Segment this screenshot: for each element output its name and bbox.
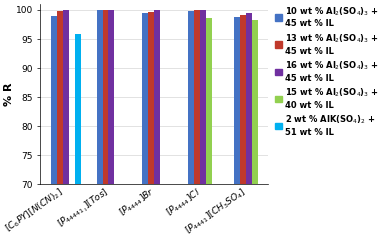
Bar bbox=[51, 16, 57, 241]
Bar bbox=[194, 10, 200, 241]
Legend: 10 wt % Al$_2$(SO$_4$)$_3$ +
45 wt % IL, 13 wt % Al$_2$(SO$_4$)$_3$ +
45 wt % IL: 10 wt % Al$_2$(SO$_4$)$_3$ + 45 wt % IL,… bbox=[275, 5, 380, 138]
Bar bbox=[200, 10, 206, 241]
Bar bbox=[188, 11, 194, 241]
Bar bbox=[240, 15, 246, 241]
Bar bbox=[109, 10, 114, 241]
Bar bbox=[148, 12, 154, 241]
Bar bbox=[154, 10, 160, 241]
Bar bbox=[246, 13, 252, 241]
Bar bbox=[252, 20, 258, 241]
Bar bbox=[234, 17, 240, 241]
Bar bbox=[57, 11, 63, 241]
Y-axis label: % R: % R bbox=[4, 82, 14, 106]
Bar bbox=[63, 10, 69, 241]
Bar bbox=[75, 34, 80, 241]
Bar bbox=[102, 10, 109, 241]
Bar bbox=[142, 13, 148, 241]
Bar bbox=[97, 10, 102, 241]
Bar bbox=[206, 18, 212, 241]
